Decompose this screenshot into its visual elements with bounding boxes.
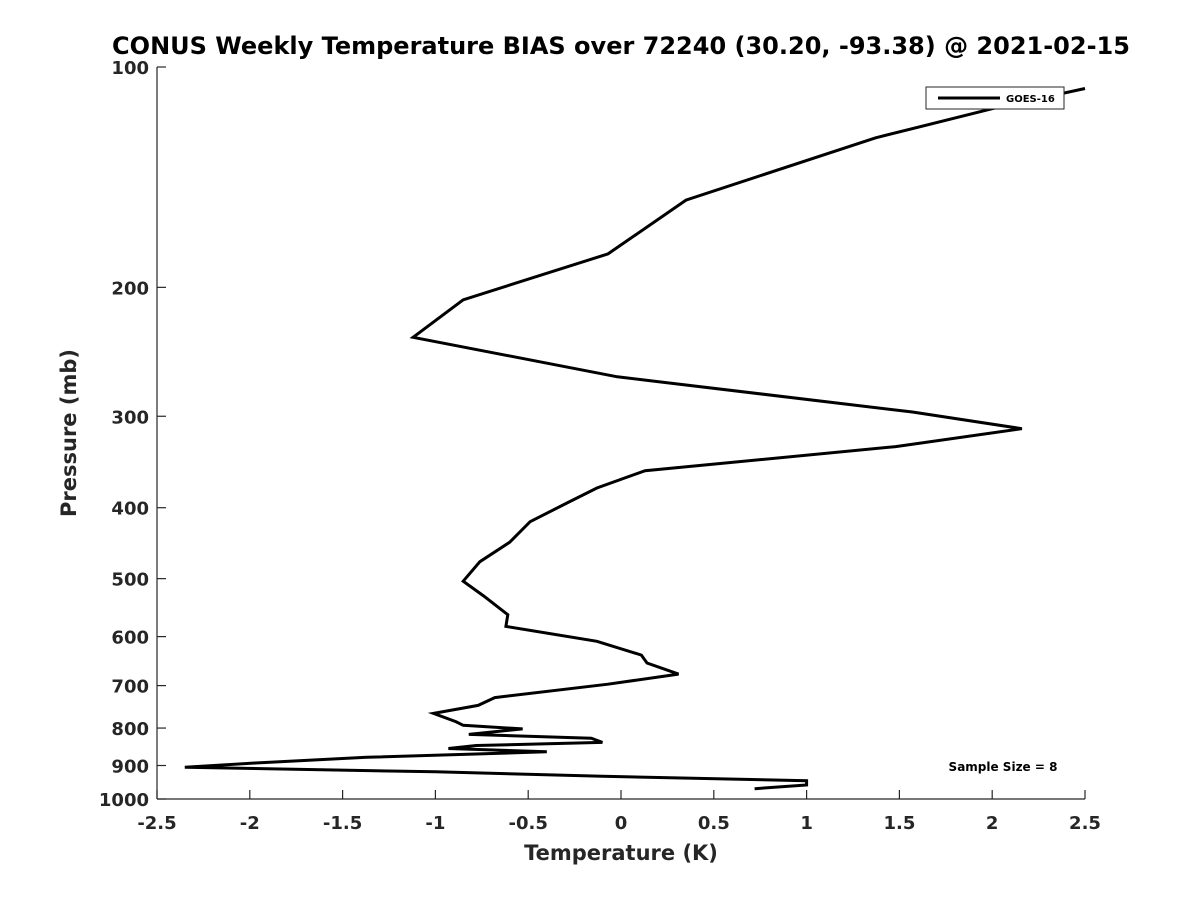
x-tick-label: 1.5 bbox=[883, 813, 915, 834]
legend-label-goes-16: GOES-16 bbox=[1006, 94, 1055, 105]
x-tick-label: 1 bbox=[800, 813, 813, 834]
y-tick-label: 500 bbox=[111, 570, 149, 591]
plot-background bbox=[157, 67, 1085, 799]
y-axis-ticks: 100 200 300 400 500 600 700 800 900 1000 bbox=[99, 58, 166, 811]
y-tick-label: 400 bbox=[111, 499, 149, 520]
x-tick-label: 0.5 bbox=[698, 813, 730, 834]
x-tick-label: 0 bbox=[615, 813, 628, 834]
x-axis-label: Temperature (K) bbox=[524, 841, 718, 865]
x-tick-label: -1.5 bbox=[323, 813, 362, 834]
y-tick-label: 700 bbox=[111, 677, 149, 698]
x-tick-label: 2.5 bbox=[1069, 813, 1101, 834]
x-tick-label: -2.5 bbox=[137, 813, 176, 834]
chart-title: CONUS Weekly Temperature BIAS over 72240… bbox=[112, 32, 1130, 60]
plot-area: -2.5 -2 -1.5 -1 -0.5 0 0.5 1 1.5 2 2.5 100 200 300 40… bbox=[99, 58, 1101, 834]
y-tick-label: 900 bbox=[111, 757, 149, 778]
series-line-goes-16 bbox=[184, 87, 1086, 791]
legend: GOES-16 bbox=[925, 86, 1065, 110]
y-tick-label: 200 bbox=[111, 278, 149, 299]
x-tick-label: 2 bbox=[986, 813, 999, 834]
x-axis-ticks: -2.5 -2 -1.5 -1 -0.5 0 0.5 1 1.5 2 2.5 bbox=[137, 790, 1101, 834]
sample-size-annotation: Sample Size = 8 bbox=[949, 760, 1058, 774]
x-tick-label: -0.5 bbox=[509, 813, 548, 834]
y-tick-label: 600 bbox=[111, 628, 149, 649]
series-layer bbox=[184, 87, 1086, 791]
x-tick-label: -2 bbox=[240, 813, 260, 834]
y-tick-label: 1000 bbox=[99, 790, 149, 811]
x-tick-label: -1 bbox=[425, 813, 445, 834]
y-tick-label: 800 bbox=[111, 719, 149, 740]
y-axis-label: Pressure (mb) bbox=[57, 349, 81, 517]
y-tick-label: 100 bbox=[111, 58, 149, 79]
y-tick-label: 300 bbox=[111, 407, 149, 428]
